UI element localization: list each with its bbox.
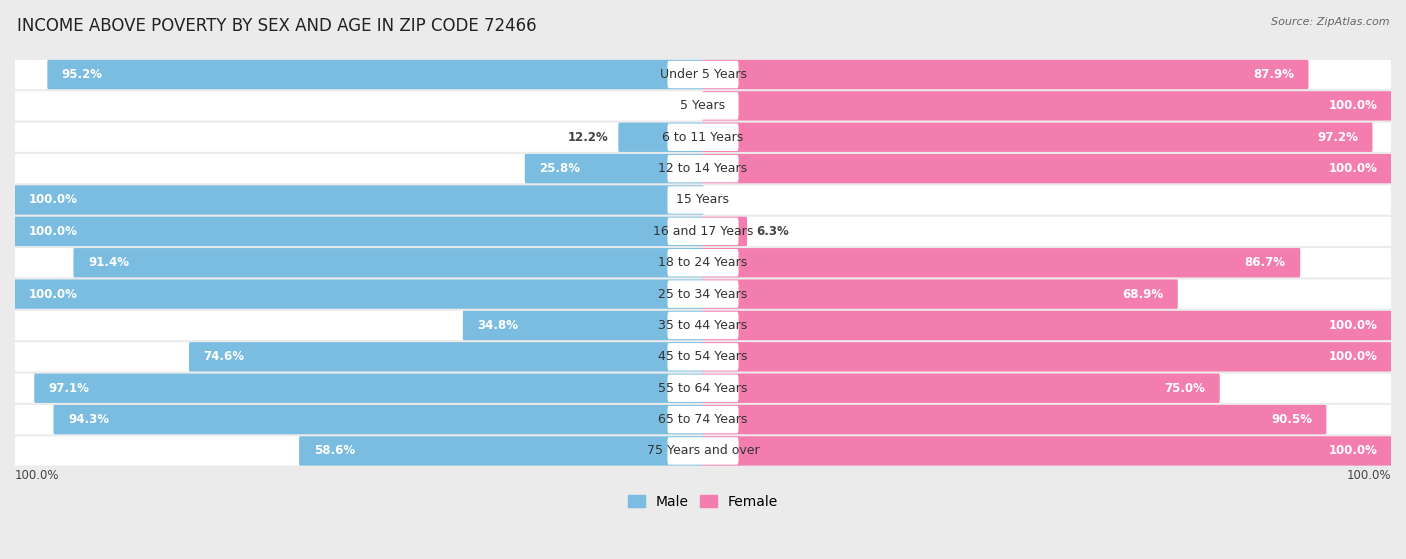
FancyBboxPatch shape	[524, 154, 704, 183]
Text: 100.0%: 100.0%	[1329, 319, 1378, 332]
FancyBboxPatch shape	[15, 342, 1391, 371]
FancyBboxPatch shape	[668, 249, 738, 277]
FancyBboxPatch shape	[702, 122, 1372, 152]
Text: 91.4%: 91.4%	[89, 256, 129, 269]
FancyBboxPatch shape	[668, 155, 738, 182]
FancyBboxPatch shape	[702, 154, 1392, 183]
FancyBboxPatch shape	[15, 280, 1391, 309]
Text: 100.0%: 100.0%	[1329, 444, 1378, 457]
FancyBboxPatch shape	[463, 311, 704, 340]
FancyBboxPatch shape	[668, 186, 738, 214]
FancyBboxPatch shape	[15, 311, 1391, 340]
Text: 100.0%: 100.0%	[28, 193, 77, 206]
Text: 100.0%: 100.0%	[28, 288, 77, 301]
FancyBboxPatch shape	[668, 437, 738, 465]
Legend: Male, Female: Male, Female	[623, 489, 783, 514]
FancyBboxPatch shape	[702, 405, 1326, 434]
Text: 97.2%: 97.2%	[1317, 131, 1358, 144]
Text: 97.1%: 97.1%	[49, 382, 90, 395]
FancyBboxPatch shape	[668, 217, 738, 245]
FancyBboxPatch shape	[702, 217, 747, 246]
Text: 94.3%: 94.3%	[67, 413, 110, 426]
FancyBboxPatch shape	[15, 405, 1391, 434]
FancyBboxPatch shape	[15, 186, 1391, 215]
Text: 25 to 34 Years: 25 to 34 Years	[658, 288, 748, 301]
Text: 15 Years: 15 Years	[676, 193, 730, 206]
FancyBboxPatch shape	[299, 436, 704, 466]
Text: 100.0%: 100.0%	[1329, 350, 1378, 363]
Text: 16 and 17 Years: 16 and 17 Years	[652, 225, 754, 238]
FancyBboxPatch shape	[668, 343, 738, 371]
FancyBboxPatch shape	[702, 248, 1301, 277]
FancyBboxPatch shape	[73, 248, 704, 277]
Text: 74.6%: 74.6%	[204, 350, 245, 363]
FancyBboxPatch shape	[15, 248, 1391, 277]
FancyBboxPatch shape	[48, 60, 704, 89]
Text: 12.2%: 12.2%	[568, 131, 609, 144]
FancyBboxPatch shape	[15, 154, 1391, 183]
Text: 87.9%: 87.9%	[1253, 68, 1294, 81]
Text: 100.0%: 100.0%	[15, 469, 59, 482]
FancyBboxPatch shape	[188, 342, 704, 372]
FancyBboxPatch shape	[702, 373, 1220, 403]
Text: 12 to 14 Years: 12 to 14 Years	[658, 162, 748, 175]
FancyBboxPatch shape	[15, 373, 1391, 403]
Text: 95.2%: 95.2%	[62, 68, 103, 81]
Text: 58.6%: 58.6%	[314, 444, 354, 457]
Text: 68.9%: 68.9%	[1122, 288, 1163, 301]
Text: Under 5 Years: Under 5 Years	[659, 68, 747, 81]
FancyBboxPatch shape	[668, 406, 738, 433]
FancyBboxPatch shape	[15, 60, 1391, 89]
Text: 100.0%: 100.0%	[1347, 469, 1391, 482]
FancyBboxPatch shape	[668, 281, 738, 308]
FancyBboxPatch shape	[668, 375, 738, 402]
FancyBboxPatch shape	[702, 60, 1309, 89]
Text: 75.0%: 75.0%	[1164, 382, 1205, 395]
Text: 75 Years and over: 75 Years and over	[647, 444, 759, 457]
FancyBboxPatch shape	[15, 217, 1391, 246]
FancyBboxPatch shape	[668, 61, 738, 88]
Text: 18 to 24 Years: 18 to 24 Years	[658, 256, 748, 269]
FancyBboxPatch shape	[34, 373, 704, 403]
Text: 6 to 11 Years: 6 to 11 Years	[662, 131, 744, 144]
Text: 55 to 64 Years: 55 to 64 Years	[658, 382, 748, 395]
FancyBboxPatch shape	[53, 405, 704, 434]
FancyBboxPatch shape	[619, 122, 704, 152]
Text: 34.8%: 34.8%	[477, 319, 519, 332]
FancyBboxPatch shape	[702, 436, 1392, 466]
Text: INCOME ABOVE POVERTY BY SEX AND AGE IN ZIP CODE 72466: INCOME ABOVE POVERTY BY SEX AND AGE IN Z…	[17, 17, 537, 35]
Text: 25.8%: 25.8%	[540, 162, 581, 175]
FancyBboxPatch shape	[14, 217, 704, 246]
Text: 90.5%: 90.5%	[1271, 413, 1312, 426]
FancyBboxPatch shape	[14, 186, 704, 215]
FancyBboxPatch shape	[668, 312, 738, 339]
FancyBboxPatch shape	[15, 91, 1391, 121]
FancyBboxPatch shape	[702, 280, 1178, 309]
Text: 35 to 44 Years: 35 to 44 Years	[658, 319, 748, 332]
FancyBboxPatch shape	[668, 124, 738, 151]
FancyBboxPatch shape	[702, 311, 1392, 340]
FancyBboxPatch shape	[702, 342, 1392, 372]
Text: 100.0%: 100.0%	[1329, 100, 1378, 112]
Text: 65 to 74 Years: 65 to 74 Years	[658, 413, 748, 426]
Text: 86.7%: 86.7%	[1244, 256, 1285, 269]
Text: Source: ZipAtlas.com: Source: ZipAtlas.com	[1271, 17, 1389, 27]
Text: 100.0%: 100.0%	[28, 225, 77, 238]
FancyBboxPatch shape	[14, 280, 704, 309]
FancyBboxPatch shape	[702, 91, 1392, 121]
Text: 5 Years: 5 Years	[681, 100, 725, 112]
FancyBboxPatch shape	[15, 437, 1391, 466]
FancyBboxPatch shape	[668, 92, 738, 120]
Text: 100.0%: 100.0%	[1329, 162, 1378, 175]
FancyBboxPatch shape	[15, 122, 1391, 152]
Text: 6.3%: 6.3%	[756, 225, 789, 238]
Text: 45 to 54 Years: 45 to 54 Years	[658, 350, 748, 363]
